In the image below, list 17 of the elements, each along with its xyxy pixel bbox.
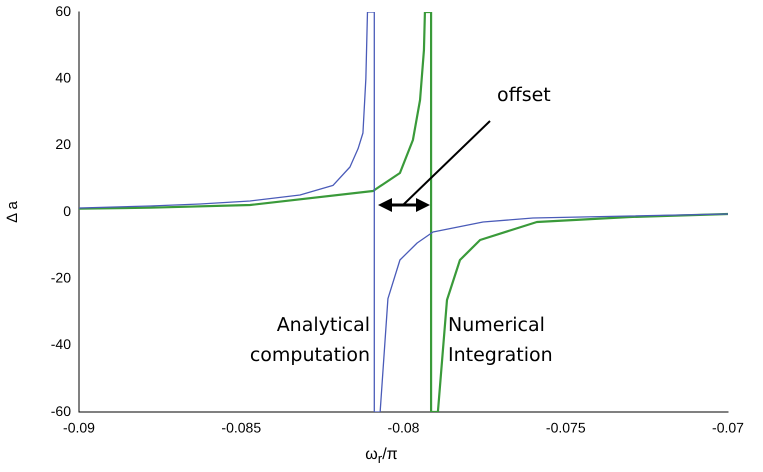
y-tick-label: 0: [63, 202, 72, 219]
x-tick-label: -0.09: [63, 419, 96, 436]
x-tick-label: -0.08: [388, 419, 420, 436]
y-tick-label: 40: [55, 70, 72, 86]
y-tick-label: 20: [55, 136, 72, 152]
x-tick-label: -0.075: [546, 419, 586, 436]
y-axis-title: Δ a: [4, 200, 22, 223]
x-axis-title: ω$_{r}$/π: [364, 446, 399, 466]
y-tick-label: 60: [55, 2, 72, 19]
y-tick-label: -60: [50, 402, 72, 419]
y-tick-label: -20: [50, 270, 72, 286]
x-tick-label: -0.07: [712, 419, 744, 436]
annotation: Analytical computation: [248, 313, 370, 368]
x-tick-label: -0.085: [221, 419, 262, 436]
y-tick-label: -40: [50, 336, 72, 352]
annotation: offset: [497, 83, 552, 108]
annotation: Numerical Integration: [448, 313, 554, 368]
